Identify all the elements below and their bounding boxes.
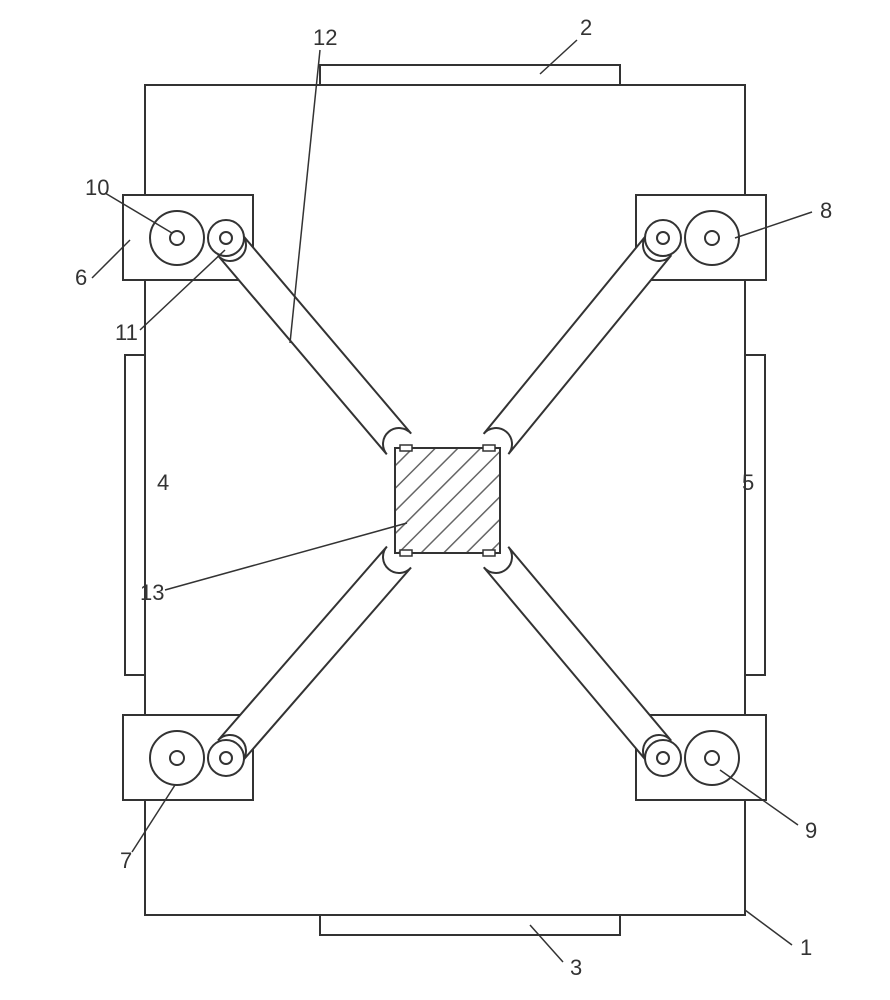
gear-br_inner-outer: [645, 740, 681, 776]
label-9: 9: [805, 818, 817, 843]
label-7: 7: [120, 848, 132, 873]
label-4: 4: [157, 470, 169, 495]
label-1: 1: [800, 935, 812, 960]
hub-notch-1: [483, 445, 495, 451]
label-11: 11: [115, 320, 138, 345]
diagram-svg: 12345678910111213: [0, 0, 890, 1000]
gear-tr_outer-outer: [685, 211, 739, 265]
gear-bl_outer-outer: [150, 731, 204, 785]
tab-right: [745, 355, 765, 675]
leader-3: [530, 925, 563, 962]
label-10: 10: [85, 175, 109, 200]
tab-top: [320, 65, 620, 85]
leader-12: [290, 50, 320, 343]
label-6: 6: [75, 265, 87, 290]
arm-br: [484, 547, 672, 762]
hub-notch-2: [400, 550, 412, 556]
gear-tr_inner-outer: [645, 220, 681, 256]
hub-notch-3: [483, 550, 495, 556]
leader-2: [540, 40, 577, 74]
center-hub: [395, 448, 500, 553]
label-8: 8: [820, 198, 832, 223]
label-2: 2: [580, 15, 592, 40]
leader-1: [745, 910, 792, 945]
arm-bl: [218, 546, 411, 761]
tab-bottom: [320, 915, 620, 935]
label-5: 5: [742, 470, 754, 495]
gear-tl_outer-outer: [150, 211, 204, 265]
schematic-diagram: 12345678910111213: [0, 0, 890, 1000]
arm-tl: [218, 235, 411, 455]
label-12: 12: [313, 25, 337, 50]
hub-notch-0: [400, 445, 412, 451]
tab-left: [125, 355, 145, 675]
label-13: 13: [140, 580, 164, 605]
gear-bl_inner-outer: [208, 740, 244, 776]
gear-tl_inner-outer: [208, 220, 244, 256]
arm-tr: [484, 235, 672, 454]
label-3: 3: [570, 955, 582, 980]
